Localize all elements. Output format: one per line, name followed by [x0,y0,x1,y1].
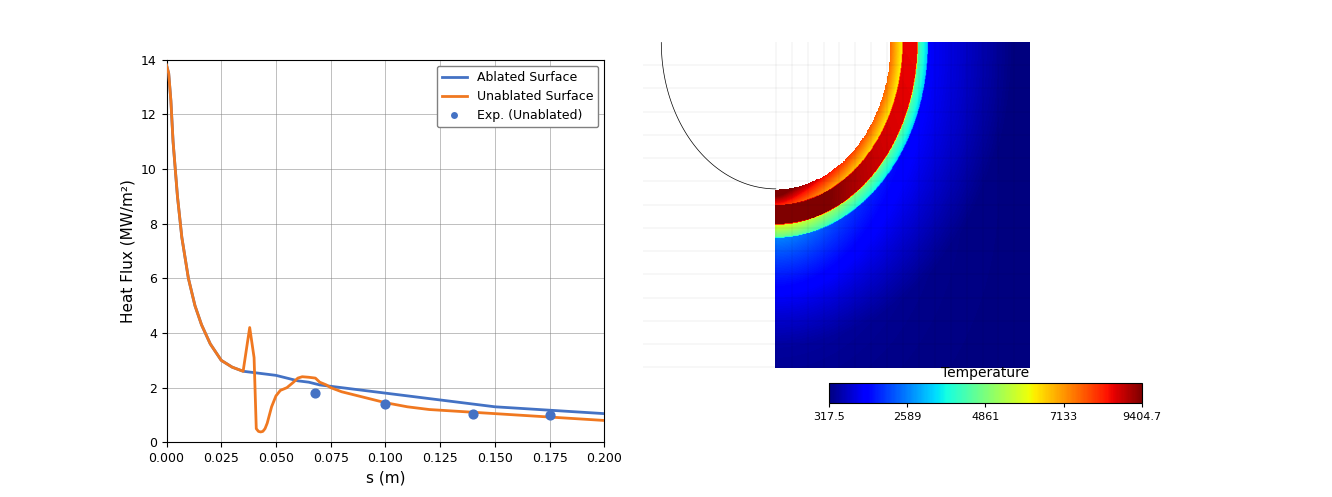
Point [539,411,561,419]
Y-axis label: Heat Flux (MW/m²): Heat Flux (MW/m²) [120,179,136,323]
Point [305,389,326,397]
Point [462,410,484,417]
Title: Temperature: Temperature [942,366,1030,380]
Point [374,400,396,408]
X-axis label: s (m): s (m) [366,471,405,486]
Legend: Ablated Surface, Unablated Surface, Exp. (Unablated): Ablated Surface, Unablated Surface, Exp.… [437,66,598,127]
